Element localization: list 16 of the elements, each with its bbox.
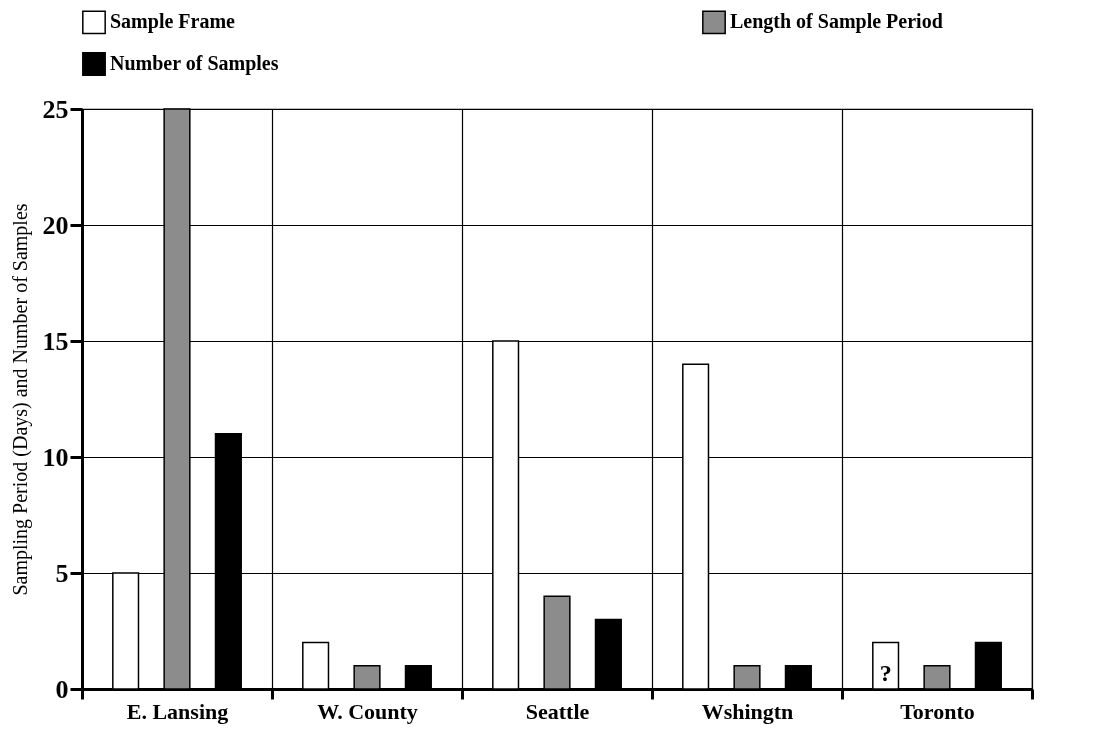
x-tick-label: E. Lansing (126, 698, 229, 724)
y-axis-title: Sampling Period (Days) and Number of Samples (8, 203, 32, 596)
y-tick-label: 10 (42, 442, 69, 472)
legend-label: Sample Frame (110, 10, 236, 34)
x-tick-label: W. County (317, 698, 418, 724)
y-tick-label: 25 (42, 94, 69, 124)
x-tick-label: Toronto (900, 698, 975, 724)
annotation: ? (879, 660, 892, 686)
legend-label: Number of Samples (110, 52, 279, 75)
y-tick-label: 15 (42, 326, 69, 356)
y-tick-label: 0 (55, 674, 69, 704)
y-tick-label: 5 (55, 558, 69, 588)
y-tick-label: 20 (42, 210, 69, 240)
legend-label: Length of Sample Period (730, 10, 943, 34)
x-tick-label: Wshingtn (701, 698, 794, 724)
x-tick-label: Seattle (525, 698, 590, 724)
